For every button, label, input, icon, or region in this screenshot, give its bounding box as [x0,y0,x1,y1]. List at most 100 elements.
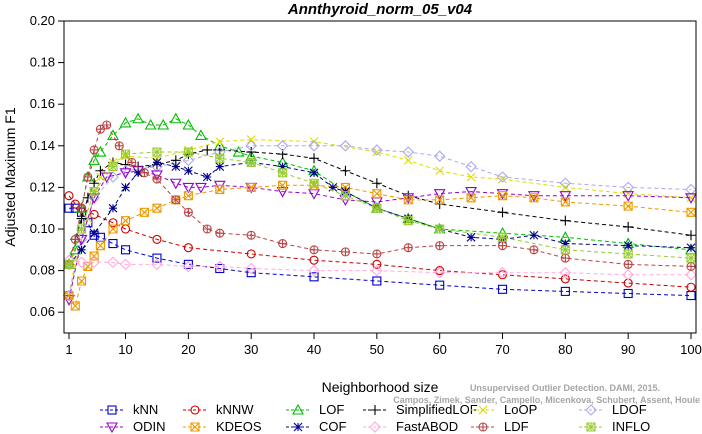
x-tick-label: 20 [181,342,195,357]
data-point-inflo [246,157,256,167]
data-point-ldof [63,289,75,302]
legend-marker-kdeos [190,422,200,432]
legend-label: COF [319,419,347,434]
data-point-knn [309,272,319,282]
data-point-odin [527,191,540,202]
data-point-kdeos [215,184,225,195]
data-point-inflo [89,187,99,197]
legend-label: LDF [504,419,529,434]
legend-marker-cof [293,422,303,432]
data-point-ldof [245,140,257,152]
data-point-simplifiedlof [686,230,696,241]
data-point-inflo [435,224,445,234]
x-tick-label: 30 [244,342,258,357]
data-point-knn [623,288,633,299]
data-point-kdeos [120,216,131,226]
legend-label: INFLO [612,419,650,434]
data-point-cof [133,168,143,178]
data-point-fastabod [151,258,163,271]
data-point-knn [183,259,193,269]
y-axis-label: Adjusted Maximum F1 [2,107,18,246]
series-line-fastabod [68,259,691,276]
data-point-odin [496,189,509,200]
data-point-cof [466,232,476,242]
y-tick-label: 0.08 [30,263,55,278]
legend-marker-inflo [586,422,596,432]
data-point-ldof [402,146,415,158]
watermark-line-1: Unsupervised Outlier Detection. DAMI, 20… [470,383,660,393]
legend-marker-ldf [478,422,488,432]
y-tick-label: 0.10 [30,221,55,236]
series-line-ldof [68,145,692,296]
series-line-simplifiedlof [68,149,692,265]
data-point-ldof [622,181,634,194]
data-point-odin [182,182,195,194]
data-point-ldf [202,224,212,234]
data-point-knnw [309,255,319,265]
data-point-fastabod [214,260,226,273]
data-point-ldf [246,230,256,240]
data-point-ldf [89,145,99,155]
legend-item-fastabod: FastABOD [363,419,458,434]
data-point-kdeos [560,197,570,207]
x-axis-label: Neighborhood size [322,379,439,395]
data-point-ldf [340,247,350,257]
data-point-simplifiedlof [560,215,571,226]
data-point-ldf [102,120,112,130]
data-point-ldf [183,207,193,217]
data-point-odin [685,193,697,204]
data-point-lof [195,129,207,140]
data-point-ldf [95,124,105,134]
data-point-knnw [64,191,74,201]
data-point-kdeos [152,203,162,213]
data-point-cof [686,243,696,253]
data-point-kdeos [95,241,105,251]
data-point-simplifiedlof [246,147,257,158]
data-point-ldf [127,157,137,167]
x-tick-label: 80 [558,342,572,357]
data-point-knnw [89,209,99,219]
x-tick-label: 60 [432,342,446,357]
data-point-ldf [497,241,508,251]
data-point-ldf [278,239,288,249]
data-point-ldof [276,140,289,152]
data-point-odin [465,187,478,198]
data-point-kdeos [497,191,508,201]
data-point-loop [498,174,507,184]
data-point-cof [77,245,86,255]
data-point-odin [622,191,635,202]
data-point-cof [278,162,288,171]
x-tick-label: 100 [680,342,702,357]
data-point-lof [132,112,145,124]
y-tick-label: 0.12 [30,179,55,194]
data-point-kdeos [108,224,118,234]
data-point-lof [94,145,107,157]
data-point-knnw [108,218,118,228]
x-tick-label: 70 [495,342,509,357]
data-point-kdeos [64,291,74,301]
data-point-knnw [686,282,696,292]
data-point-kdeos [278,180,288,190]
legend-label: ODIN [133,419,166,434]
data-point-simplifiedlof [89,178,100,189]
data-point-simplifiedlof [309,153,320,164]
data-point-odin [276,187,289,198]
series-inflo [64,147,696,269]
data-point-odin [119,168,132,179]
data-point-loop [215,137,225,147]
data-point-knnw [560,274,570,284]
data-point-ldof [371,144,383,156]
data-point-ldof [685,183,697,196]
legend-marker-fastabod [369,421,381,433]
data-point-ldof [107,171,119,183]
legend-label: FastABOD [396,419,458,434]
data-point-kdeos [435,195,445,205]
data-point-knnw [435,266,445,276]
legend-marker-odin [106,422,118,434]
legend-label: LDOF [612,402,647,417]
data-point-kdeos [466,193,476,203]
legend-label: LoOP [504,402,537,417]
data-point-loop [246,135,256,144]
legend-label: KDEOS [216,419,262,434]
data-point-knn [435,280,445,290]
